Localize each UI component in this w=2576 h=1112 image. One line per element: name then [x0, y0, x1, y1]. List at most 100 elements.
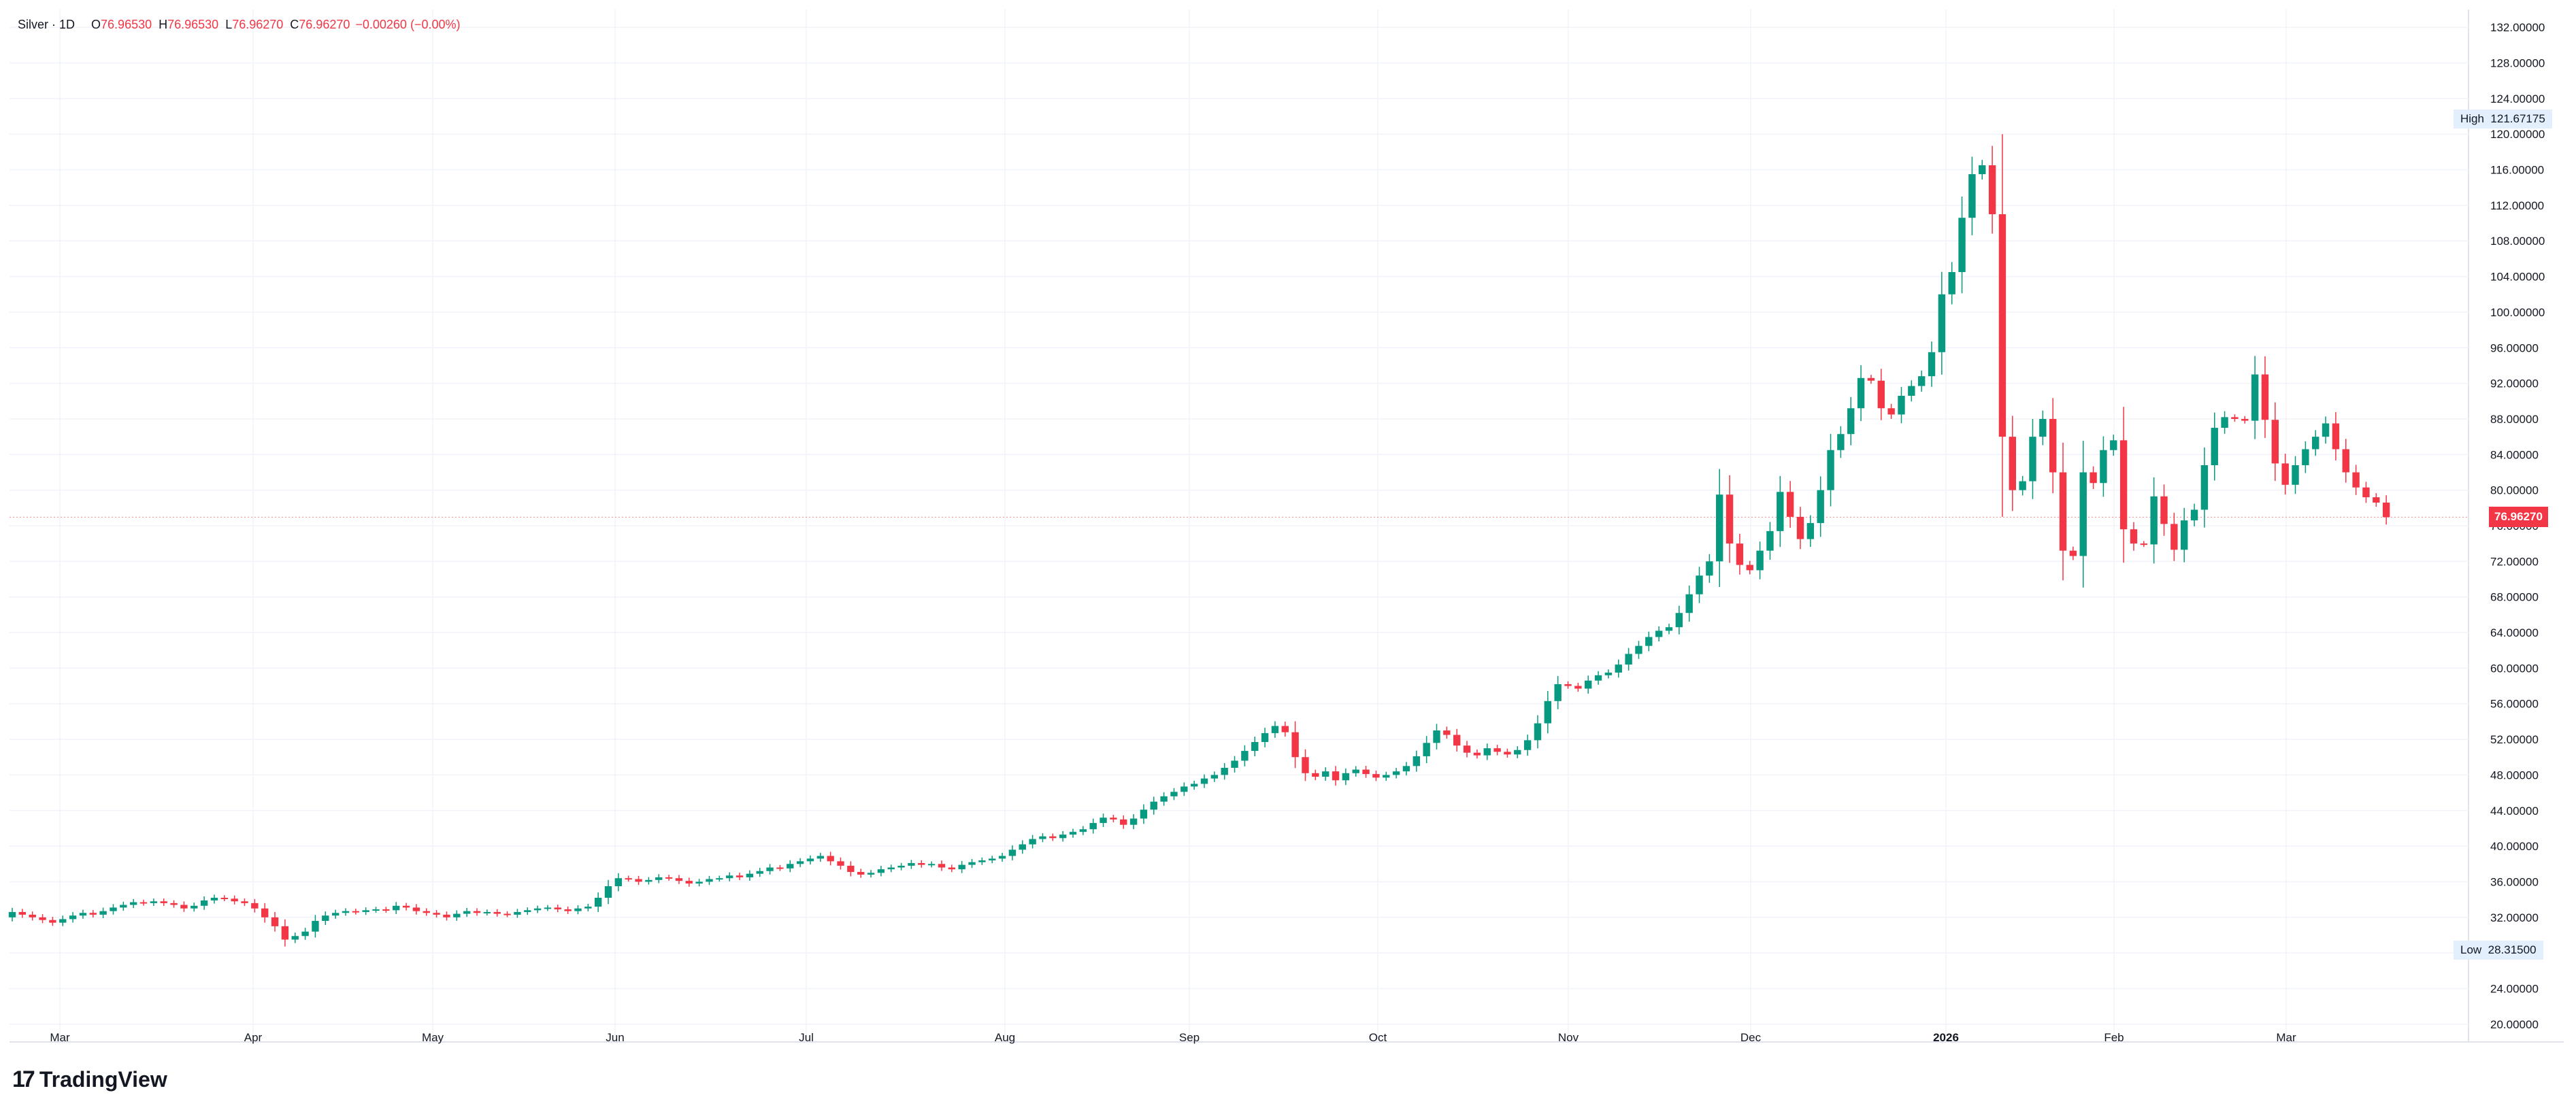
y-tick-label: 64.00000 — [2490, 626, 2539, 639]
candle — [220, 895, 228, 902]
candle-body — [49, 920, 56, 923]
candle — [2110, 435, 2117, 456]
candle-body — [1019, 844, 1026, 850]
candle — [1574, 682, 1582, 692]
y-tick-label: 48.00000 — [2490, 769, 2539, 781]
candle — [1231, 756, 1238, 773]
candle-body — [766, 867, 774, 871]
candle — [1554, 675, 1562, 709]
candle-body — [645, 879, 653, 882]
candle — [372, 907, 380, 913]
candle — [433, 910, 440, 918]
candle — [453, 910, 461, 921]
candle — [1544, 691, 1552, 734]
candle-body — [2090, 472, 2097, 484]
candle — [139, 899, 148, 906]
candle-body — [897, 865, 905, 868]
candle — [1170, 788, 1178, 801]
candle-body — [1210, 775, 1219, 779]
candle — [1383, 771, 1390, 781]
candle-body — [2221, 417, 2228, 428]
candle-body — [2231, 417, 2239, 419]
candle — [2373, 493, 2380, 507]
candle — [352, 908, 360, 915]
candle — [2312, 430, 2319, 456]
candle-body — [1847, 408, 1855, 435]
candle-body — [1140, 809, 1148, 819]
candle-body — [1655, 630, 1663, 637]
candle — [251, 898, 259, 913]
candle-body — [1433, 730, 1440, 743]
candle — [1261, 728, 1269, 747]
candle — [746, 870, 754, 881]
candle — [796, 858, 804, 867]
candle — [261, 903, 269, 923]
change-value: −0.00260 (−0.00%) — [355, 18, 461, 31]
candle-body — [1039, 836, 1046, 839]
candle — [382, 907, 390, 913]
candle — [1827, 433, 1834, 507]
candle — [1877, 369, 1885, 420]
x-axis: Mar Apr May Jun Jul Aug Sep Oct Nov Dec 2026 Feb Mar — [50, 1031, 2296, 1044]
candle — [200, 896, 208, 910]
candle — [1968, 156, 1976, 235]
candle-body — [1504, 752, 1511, 755]
candle-body — [89, 913, 97, 915]
candle-body — [1554, 684, 1562, 701]
candle-body — [2251, 374, 2259, 421]
candle-body — [837, 861, 844, 866]
low-marker-label: Low 28.31500 — [2454, 941, 2543, 960]
candle — [918, 860, 925, 868]
candle — [2352, 465, 2360, 495]
candle-body — [1817, 490, 1824, 524]
candle — [412, 904, 420, 915]
candle — [1725, 475, 1734, 563]
candle — [170, 900, 178, 908]
candle-body — [1979, 165, 1986, 175]
candle — [1302, 749, 1309, 781]
candle — [2342, 439, 2349, 483]
candle-body — [1100, 818, 1107, 824]
candle-body — [2373, 497, 2380, 503]
candle-body — [261, 908, 269, 917]
candle-body — [655, 877, 663, 880]
y-tick-label: 72.00000 — [2490, 555, 2539, 568]
candle — [1332, 766, 1340, 786]
candle — [2261, 356, 2269, 438]
candle-body — [736, 875, 744, 877]
candle-body — [998, 856, 1006, 859]
candle — [2069, 546, 2077, 560]
candle — [2362, 482, 2370, 503]
candle-body — [1917, 376, 1926, 386]
candle-body — [614, 878, 623, 886]
candle-body — [2211, 428, 2218, 466]
candle — [645, 877, 653, 885]
candle-body — [1635, 645, 1642, 654]
candle — [322, 911, 329, 926]
candle-body — [1352, 769, 1359, 773]
candle — [1443, 726, 1451, 739]
symbol-name[interactable]: Silver · 1D — [18, 18, 76, 31]
candle — [1625, 647, 1632, 671]
candle-body — [1321, 771, 1330, 777]
candle-body — [200, 900, 208, 906]
candle — [1483, 743, 1491, 760]
candle-body — [1089, 823, 1097, 830]
candle — [725, 872, 733, 881]
candle — [2039, 410, 2047, 445]
candle-body — [331, 913, 340, 916]
candle — [2100, 436, 2107, 497]
y-tick-label: 124.00000 — [2490, 92, 2545, 105]
candle — [2059, 442, 2067, 581]
candle-body — [1675, 613, 1683, 628]
candle — [342, 908, 350, 916]
candle — [1029, 835, 1036, 849]
low-label: L — [225, 18, 233, 31]
tradingview-logo[interactable]: 17 TradingView — [12, 1066, 167, 1092]
candle — [1493, 745, 1501, 756]
candle — [1817, 476, 1824, 537]
x-tick-label: Nov — [1558, 1031, 1579, 1044]
candle — [1453, 728, 1461, 752]
